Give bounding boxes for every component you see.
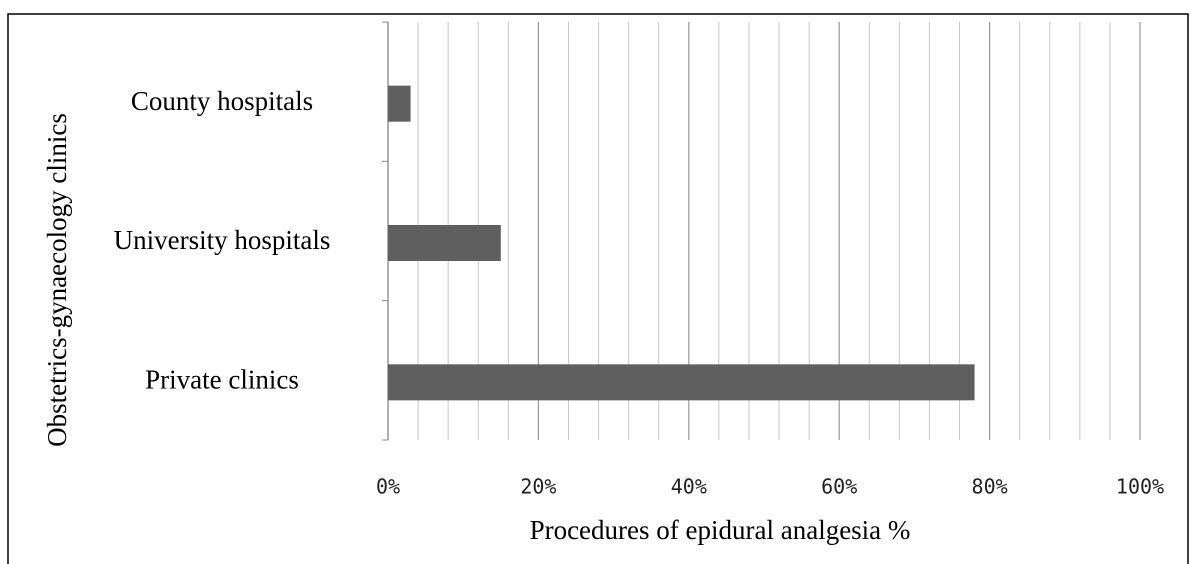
x-axis-label: Procedures of epidural analgesia %	[530, 515, 911, 545]
frame	[7, 13, 1189, 564]
x-tick-label: 0%	[376, 475, 400, 499]
x-tick-label: 80%	[972, 475, 1008, 499]
y-axis-label: Obstetrics-gynaecology clinics	[42, 113, 72, 447]
y-tick-label: University hospitals	[114, 225, 331, 255]
y-tick-label: Private clinics	[145, 365, 299, 395]
x-tick-label: 40%	[671, 475, 707, 499]
bar	[388, 225, 501, 261]
bar	[388, 85, 411, 122]
x-tick-label: 100%	[1116, 475, 1164, 499]
x-tick-label: 60%	[821, 475, 857, 499]
x-tick-label: 20%	[520, 475, 556, 499]
y-tick-label: County hospitals	[131, 86, 313, 116]
bar	[388, 364, 975, 401]
